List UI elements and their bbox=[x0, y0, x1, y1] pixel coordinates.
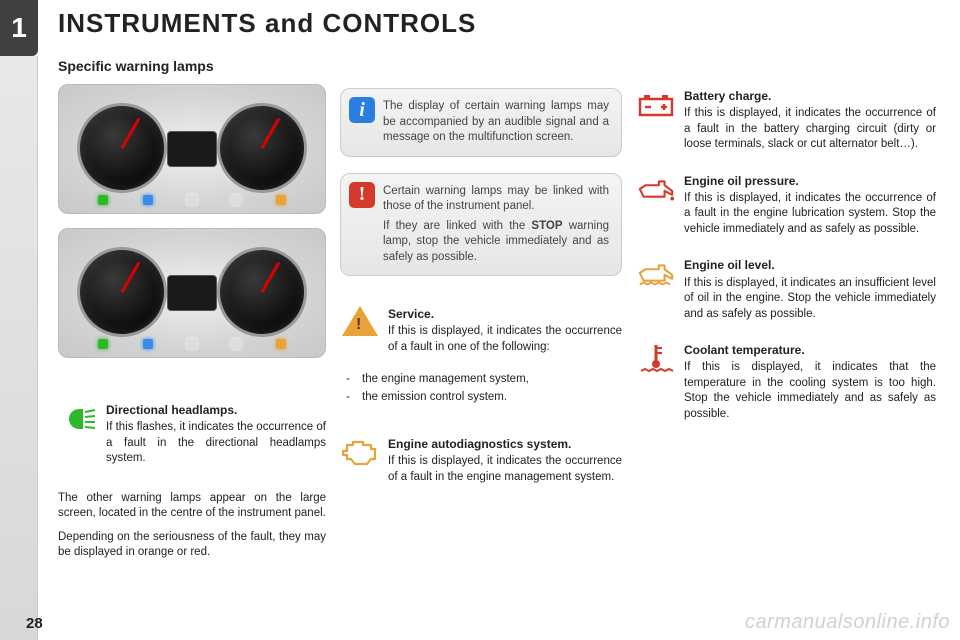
speedometer-dial bbox=[77, 103, 167, 193]
lamp-blue-icon bbox=[143, 339, 153, 349]
entry-body-text: If this is displayed, it indicates the o… bbox=[684, 192, 936, 235]
chapter-number-tab: 1 bbox=[0, 0, 38, 56]
column-left: Directional headlamps. If this flashes, … bbox=[58, 84, 326, 569]
dashboard-photo-2 bbox=[58, 228, 326, 358]
lamp-orange-icon bbox=[276, 195, 286, 205]
entry-title: Engine oil pressure. bbox=[684, 173, 936, 189]
center-screen bbox=[167, 275, 217, 311]
entry-oil-level: Engine oil level. If this is displayed, … bbox=[636, 257, 936, 322]
entry-directional-headlamps: Directional headlamps. If this flashes, … bbox=[58, 402, 326, 467]
oil-can-icon bbox=[636, 173, 676, 207]
tachometer-dial bbox=[217, 103, 307, 193]
warning-text-2: If they are linked with the STOP warning… bbox=[383, 219, 609, 266]
warn-frag: If they are linked with the bbox=[383, 220, 531, 232]
coolant-temp-icon bbox=[636, 342, 676, 376]
paragraph: Depending on the seriousness of the faul… bbox=[58, 530, 326, 561]
entry-title: Battery charge. bbox=[684, 88, 936, 104]
entry-body: If this is displayed, it indicates the o… bbox=[684, 106, 936, 153]
lamp-white-icon bbox=[231, 195, 241, 205]
entry-body: If this is displayed, it indicates an in… bbox=[684, 276, 936, 323]
headlamp-icon bbox=[58, 402, 98, 436]
entry-body: If this is displayed, it indicates that … bbox=[684, 360, 936, 422]
lamp-white-icon bbox=[187, 195, 197, 205]
service-triangle-icon bbox=[340, 304, 380, 338]
entry-title: Engine oil level. bbox=[684, 257, 936, 273]
indicator-lamps-row bbox=[59, 339, 325, 349]
info-box: i The display of certain warning lamps m… bbox=[340, 88, 622, 157]
list-item: the engine management system, bbox=[340, 371, 622, 388]
lamp-orange-icon bbox=[276, 339, 286, 349]
service-list: the engine management system, the emissi… bbox=[340, 371, 622, 406]
engine-icon bbox=[340, 436, 380, 470]
entry-service: Service. If this is displayed, it indica… bbox=[340, 306, 622, 355]
battery-icon bbox=[636, 88, 676, 122]
stop-word: STOP bbox=[531, 220, 562, 232]
oil-level-icon bbox=[636, 257, 676, 291]
page-number: 28 bbox=[26, 615, 43, 632]
entry-title: Engine autodiagnostics system. bbox=[388, 436, 622, 452]
paragraph: The other warning lamps appear on the la… bbox=[58, 491, 326, 522]
entry-title: Coolant temperature. bbox=[684, 342, 936, 358]
dashboard-photo-1 bbox=[58, 84, 326, 214]
center-screen bbox=[167, 131, 217, 167]
entry-autodiagnostics: Engine autodiagnostics system. If this i… bbox=[340, 436, 622, 485]
speedometer-dial bbox=[77, 247, 167, 337]
lamp-green-icon bbox=[98, 195, 108, 205]
entry-body: If this is displayed, it indicates the o… bbox=[388, 454, 622, 485]
entry-title: Directional headlamps. bbox=[106, 402, 326, 418]
entry-body: If this is displayed, it indicates the o… bbox=[684, 191, 936, 238]
entry-body: If this is displayed, it indicates the o… bbox=[388, 324, 622, 355]
list-item: the emission control system. bbox=[340, 389, 622, 406]
lamp-white-icon bbox=[231, 339, 241, 349]
lamp-blue-icon bbox=[143, 195, 153, 205]
entry-title: Service. bbox=[388, 306, 622, 322]
lamp-white-icon bbox=[187, 339, 197, 349]
watermark: carmanualsonline.info bbox=[745, 611, 950, 634]
tachometer-dial bbox=[217, 247, 307, 337]
column-middle: i The display of certain warning lamps m… bbox=[340, 88, 622, 501]
indicator-lamps-row bbox=[59, 195, 325, 205]
page-title: INSTRUMENTS and CONTROLS bbox=[58, 8, 476, 39]
entry-body: If this flashes, it indicates the occurr… bbox=[106, 420, 326, 467]
info-badge-icon: i bbox=[349, 97, 375, 123]
warning-text-1: Certain warning lamps may be linked with… bbox=[383, 184, 609, 215]
section-subtitle: Specific warning lamps bbox=[58, 58, 214, 74]
entry-coolant: Coolant temperature. If this is displaye… bbox=[636, 342, 936, 422]
info-text: The display of certain warning lamps may… bbox=[383, 100, 609, 143]
lamp-green-icon bbox=[98, 339, 108, 349]
page: 1 INSTRUMENTS and CONTROLS Specific warn… bbox=[0, 0, 960, 640]
column-right: Battery charge. If this is displayed, it… bbox=[636, 88, 936, 442]
entry-battery: Battery charge. If this is displayed, it… bbox=[636, 88, 936, 153]
left-rail bbox=[0, 56, 38, 640]
warning-box: ! Certain warning lamps may be linked wi… bbox=[340, 173, 622, 277]
entry-oil-pressure: Engine oil pressure. If this is displaye… bbox=[636, 173, 936, 238]
warning-badge-icon: ! bbox=[349, 182, 375, 208]
